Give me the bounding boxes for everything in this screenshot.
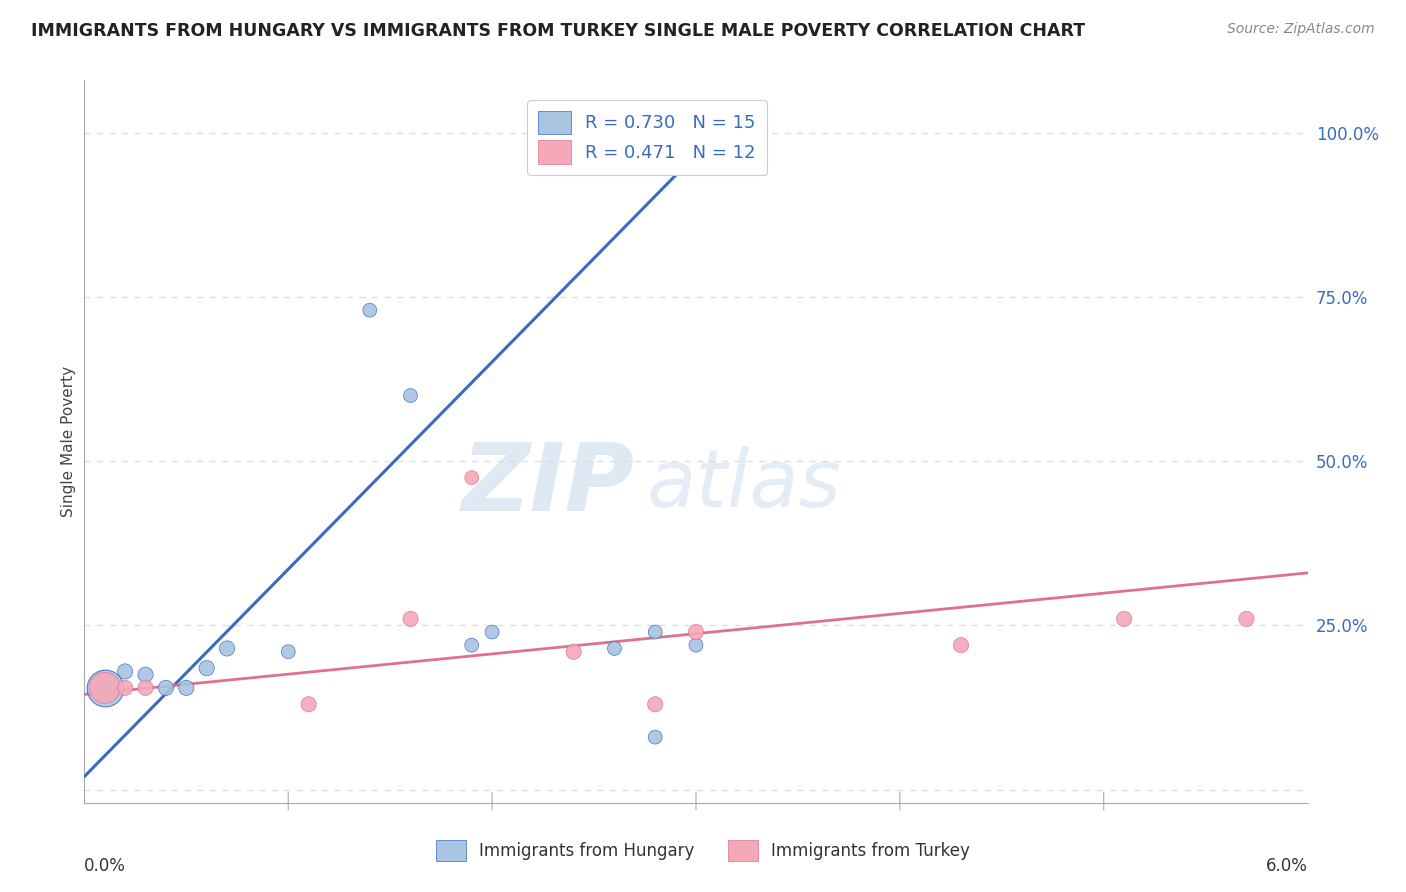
Point <box>93 681 117 695</box>
Point <box>1236 612 1258 626</box>
Point <box>399 388 422 402</box>
Point <box>217 641 239 656</box>
Point <box>685 638 707 652</box>
Text: 6.0%: 6.0% <box>1265 857 1308 875</box>
Text: atlas: atlas <box>647 446 842 524</box>
Point <box>685 625 707 640</box>
Point <box>461 471 484 485</box>
Point <box>176 681 198 695</box>
Text: 0.0%: 0.0% <box>84 857 127 875</box>
Point <box>135 667 157 681</box>
Point <box>135 681 157 695</box>
Point <box>481 625 503 640</box>
Point <box>644 730 666 744</box>
Point <box>461 638 484 652</box>
Legend: Immigrants from Hungary, Immigrants from Turkey: Immigrants from Hungary, Immigrants from… <box>429 833 977 868</box>
Point <box>114 665 136 679</box>
Point <box>195 661 218 675</box>
Point <box>644 625 666 640</box>
Text: ZIP: ZIP <box>463 439 636 531</box>
Text: IMMIGRANTS FROM HUNGARY VS IMMIGRANTS FROM TURKEY SINGLE MALE POVERTY CORRELATIO: IMMIGRANTS FROM HUNGARY VS IMMIGRANTS FR… <box>31 22 1085 40</box>
Point <box>277 645 299 659</box>
Point <box>114 681 136 695</box>
Point <box>1114 612 1136 626</box>
Y-axis label: Single Male Poverty: Single Male Poverty <box>60 366 76 517</box>
Point <box>298 698 321 712</box>
Point <box>93 681 117 695</box>
Point <box>399 612 422 626</box>
Point <box>950 638 973 652</box>
Text: Source: ZipAtlas.com: Source: ZipAtlas.com <box>1227 22 1375 37</box>
Point <box>644 698 666 712</box>
Legend: R = 0.730   N = 15, R = 0.471   N = 12: R = 0.730 N = 15, R = 0.471 N = 12 <box>527 100 766 175</box>
Point <box>359 303 381 318</box>
Point <box>562 645 585 659</box>
Point <box>155 681 177 695</box>
Point <box>603 641 626 656</box>
